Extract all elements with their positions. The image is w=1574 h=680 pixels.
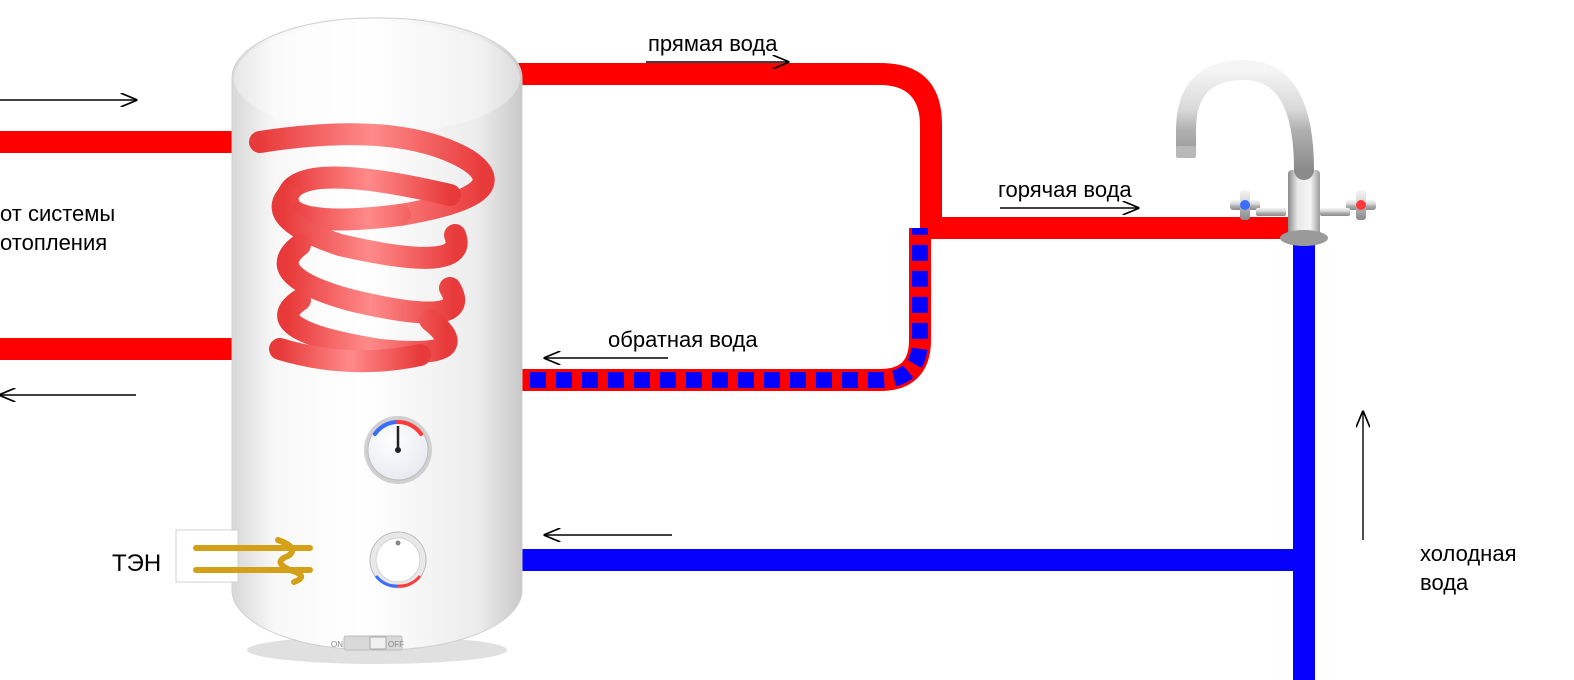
heating-supply-pipe <box>0 131 270 153</box>
cold-riser-pipe <box>1293 217 1315 680</box>
label-off: OFF <box>388 640 404 650</box>
label-cold-water: холодная вода <box>1420 540 1570 597</box>
hot-direct-pipe <box>400 63 1306 239</box>
label-direct-water: прямая вода <box>648 30 777 59</box>
temperature-gauge <box>364 416 432 484</box>
faucet-handle-left <box>1230 190 1286 220</box>
label-on: ON <box>331 640 343 650</box>
label-hot-water: горячая вода <box>998 176 1132 205</box>
plumbing-diagram <box>0 0 1574 680</box>
control-knob <box>370 532 426 588</box>
label-ten: ТЭН <box>112 548 161 579</box>
label-from-heating: от системы отопления <box>0 200 115 257</box>
label-return-water: обратная вода <box>608 326 758 355</box>
faucet-handle-right <box>1320 190 1376 220</box>
pipes-layer <box>0 63 1315 680</box>
cold-supply-pipe <box>400 549 1315 571</box>
